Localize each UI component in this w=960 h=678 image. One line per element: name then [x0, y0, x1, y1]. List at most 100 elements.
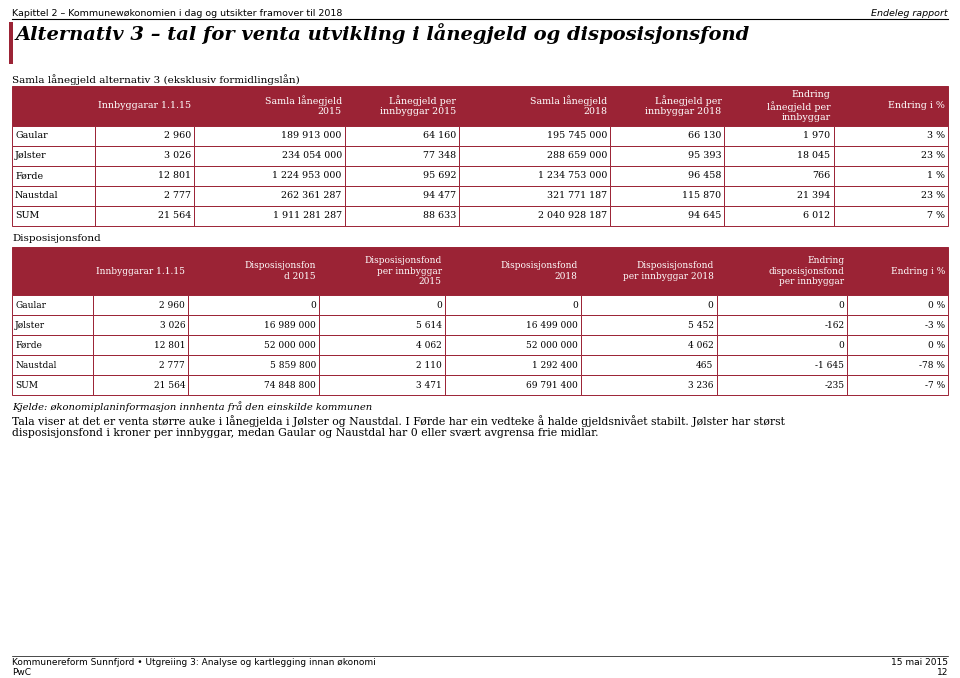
Bar [92, 247, 188, 295]
Text: Endeleg rapport: Endeleg rapport [872, 9, 948, 18]
Bar [345, 86, 459, 126]
Bar [725, 206, 833, 226]
Text: Disposisjonsfond
2018: Disposisjonsfond 2018 [500, 262, 578, 281]
Text: Samla lånegjeld alternativ 3 (eksklusiv formidlingslån): Samla lånegjeld alternativ 3 (eksklusiv … [12, 74, 300, 85]
Bar [12, 247, 92, 295]
Bar [725, 166, 833, 186]
Text: 2 040 928 187: 2 040 928 187 [538, 212, 607, 220]
Text: Kjelde: økonomiplaninformasjon innhenta frå den einskilde kommunen: Kjelde: økonomiplaninformasjon innhenta … [12, 401, 372, 412]
Text: 66 130: 66 130 [688, 132, 721, 140]
Bar [848, 355, 948, 375]
Bar [12, 295, 92, 315]
Text: 21 394: 21 394 [798, 191, 830, 201]
Bar [716, 335, 848, 355]
Text: 0: 0 [436, 300, 442, 309]
Text: Naustdal: Naustdal [15, 361, 57, 370]
Bar [848, 315, 948, 335]
Text: Endring i %: Endring i % [891, 266, 945, 275]
Bar [345, 146, 459, 166]
Bar [92, 315, 188, 335]
Text: 766: 766 [812, 172, 830, 180]
Bar [92, 375, 188, 395]
Text: 2 960: 2 960 [164, 132, 191, 140]
Text: 0: 0 [572, 300, 578, 309]
Text: Endring
lånegjeld per
innbyggar: Endring lånegjeld per innbyggar [767, 90, 830, 121]
Text: 52 000 000: 52 000 000 [264, 340, 316, 349]
Text: 3 026: 3 026 [159, 321, 185, 330]
Text: 95 692: 95 692 [422, 172, 456, 180]
Text: 4 062: 4 062 [687, 340, 713, 349]
Bar [345, 126, 459, 146]
Text: 321 771 187: 321 771 187 [547, 191, 607, 201]
Text: SUM: SUM [15, 380, 38, 389]
Text: 95 393: 95 393 [687, 151, 721, 161]
Text: 0 %: 0 % [927, 300, 945, 309]
Text: 4 062: 4 062 [416, 340, 442, 349]
Bar [95, 86, 194, 126]
Bar [194, 126, 345, 146]
Bar [188, 247, 319, 295]
Text: 234 054 000: 234 054 000 [281, 151, 342, 161]
Bar [581, 375, 716, 395]
Text: 262 361 287: 262 361 287 [281, 191, 342, 201]
Bar [716, 355, 848, 375]
Bar [12, 375, 92, 395]
Text: 12 801: 12 801 [154, 340, 185, 349]
Text: 2 777: 2 777 [159, 361, 185, 370]
Text: 88 633: 88 633 [422, 212, 456, 220]
Text: Disposisjonsfond
per innbyggar
2015: Disposisjonsfond per innbyggar 2015 [365, 256, 442, 285]
Text: 52 000 000: 52 000 000 [526, 340, 578, 349]
Bar [581, 295, 716, 315]
Bar [581, 335, 716, 355]
Text: Gaular: Gaular [15, 132, 48, 140]
Text: PwC: PwC [12, 668, 31, 677]
Text: 96 458: 96 458 [688, 172, 721, 180]
Text: SUM: SUM [15, 212, 39, 220]
Bar [194, 186, 345, 206]
Bar [444, 335, 581, 355]
Text: 195 745 000: 195 745 000 [546, 132, 607, 140]
Bar [92, 295, 188, 315]
Bar [716, 295, 848, 315]
Bar [848, 295, 948, 315]
Bar [610, 146, 725, 166]
Bar [444, 295, 581, 315]
Bar [92, 355, 188, 375]
Bar [833, 86, 948, 126]
Text: 94 477: 94 477 [423, 191, 456, 201]
Text: 115 870: 115 870 [683, 191, 721, 201]
Bar [833, 166, 948, 186]
Bar [95, 186, 194, 206]
Text: 465: 465 [696, 361, 713, 370]
Text: 1 %: 1 % [927, 172, 945, 180]
Text: Jølster: Jølster [15, 321, 45, 330]
Text: Samla lånegjeld
2018: Samla lånegjeld 2018 [530, 96, 607, 117]
Bar [610, 206, 725, 226]
Text: 1 970: 1 970 [804, 132, 830, 140]
Text: 288 659 000: 288 659 000 [546, 151, 607, 161]
Bar [459, 86, 610, 126]
Bar [833, 146, 948, 166]
Text: -1 645: -1 645 [815, 361, 845, 370]
Text: 2 110: 2 110 [416, 361, 442, 370]
Text: 0: 0 [708, 300, 713, 309]
Text: 16 989 000: 16 989 000 [264, 321, 316, 330]
Bar [188, 315, 319, 335]
Bar [319, 375, 444, 395]
Text: 16 499 000: 16 499 000 [526, 321, 578, 330]
Bar [459, 186, 610, 206]
Bar [319, 335, 444, 355]
Text: 7 %: 7 % [927, 212, 945, 220]
Text: Disposisjonsfond: Disposisjonsfond [12, 234, 101, 243]
Bar [12, 126, 95, 146]
Bar [194, 206, 345, 226]
Text: 0: 0 [839, 300, 845, 309]
Bar [95, 146, 194, 166]
Text: Tala viser at det er venta større auke i lånegjelda i Jølster og Naustdal. I Før: Tala viser at det er venta større auke i… [12, 415, 785, 427]
Text: Disposisjonsfon
d 2015: Disposisjonsfon d 2015 [245, 262, 316, 281]
Bar [716, 375, 848, 395]
Bar [459, 126, 610, 146]
Text: -78 %: -78 % [919, 361, 945, 370]
Bar [833, 206, 948, 226]
Bar [345, 206, 459, 226]
